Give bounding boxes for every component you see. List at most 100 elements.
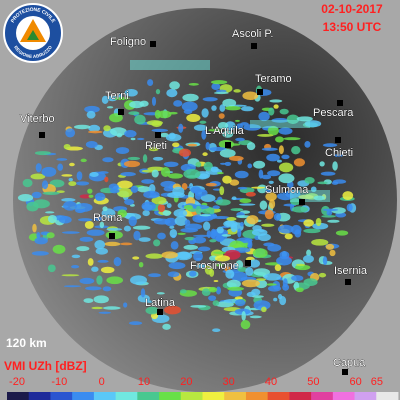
echo — [76, 171, 83, 181]
echo — [102, 286, 112, 292]
echo — [318, 272, 327, 278]
echo — [58, 216, 72, 224]
echo — [56, 190, 65, 194]
echo — [278, 162, 294, 173]
echo — [133, 230, 141, 241]
echo — [80, 158, 87, 163]
echo — [273, 212, 282, 221]
echo — [205, 142, 210, 150]
echo — [240, 320, 251, 330]
city-label: Terni — [105, 90, 129, 102]
echo — [245, 191, 256, 197]
echo — [130, 137, 136, 141]
echo — [168, 132, 176, 140]
city-label: L'Aquila — [205, 125, 245, 137]
echo — [234, 170, 249, 179]
echo — [231, 196, 237, 201]
echo — [157, 232, 166, 240]
legend-swatch — [332, 392, 355, 400]
echo — [34, 237, 48, 245]
echo — [208, 295, 217, 302]
echo — [183, 169, 201, 179]
echo — [61, 198, 76, 202]
echo — [85, 141, 98, 148]
echo — [234, 299, 246, 307]
echo — [98, 171, 109, 174]
echo — [198, 173, 209, 179]
echo — [152, 156, 164, 161]
city-label: Pescara — [313, 107, 354, 119]
legend-swatch — [202, 392, 225, 400]
echo — [103, 125, 111, 132]
echo — [189, 270, 197, 277]
echo — [332, 161, 338, 171]
echo — [202, 152, 208, 156]
echo — [193, 124, 208, 131]
echo — [331, 207, 346, 214]
echo — [303, 228, 321, 234]
echo — [141, 179, 155, 184]
echo — [210, 80, 228, 85]
legend-swatch — [224, 392, 247, 400]
echo — [106, 276, 124, 285]
city-label: Teramo — [255, 73, 292, 85]
echo — [210, 166, 219, 173]
echo — [230, 223, 238, 233]
echo — [291, 206, 309, 213]
echo — [209, 209, 215, 215]
echo — [257, 133, 274, 137]
echo — [47, 264, 56, 273]
echo — [106, 106, 114, 109]
echo — [263, 273, 282, 281]
echo — [45, 211, 55, 214]
legend-tick-label: 60 — [350, 376, 362, 388]
echo — [209, 239, 217, 243]
echo — [183, 244, 199, 250]
legend-swatch — [159, 392, 182, 400]
echo — [201, 130, 207, 140]
echo — [183, 204, 193, 210]
echo — [106, 228, 123, 231]
city-marker — [251, 43, 257, 49]
echo — [94, 240, 106, 250]
echo — [149, 192, 157, 196]
echo — [311, 238, 329, 246]
echo — [46, 232, 55, 239]
echo — [195, 205, 202, 215]
time: 13:50 UTC — [323, 20, 382, 34]
echo — [142, 154, 148, 163]
echo — [61, 274, 80, 277]
echo — [335, 230, 349, 236]
echo — [78, 218, 93, 222]
echo — [235, 137, 245, 142]
echo — [172, 142, 180, 148]
echo — [164, 305, 182, 315]
legend-swatch — [7, 392, 30, 400]
echo — [132, 256, 140, 260]
echo — [264, 209, 274, 220]
echo — [226, 279, 241, 289]
echo — [233, 89, 242, 93]
echo — [137, 186, 151, 193]
legend-swatch — [115, 392, 138, 400]
echo — [325, 243, 335, 250]
echo — [269, 99, 283, 103]
city-marker — [337, 100, 343, 106]
legend-swatch — [137, 392, 160, 400]
echo — [303, 278, 318, 286]
echo — [295, 287, 304, 293]
echo — [346, 203, 353, 212]
echo — [208, 128, 221, 132]
echo — [117, 180, 133, 189]
city-label: Viterbo — [20, 113, 55, 125]
echo — [315, 218, 322, 227]
city-marker — [157, 309, 163, 315]
echo — [157, 110, 172, 119]
echo — [278, 127, 293, 135]
echo — [268, 199, 276, 209]
echo — [216, 226, 224, 234]
echo — [97, 259, 109, 263]
echo — [215, 199, 231, 206]
echo — [173, 209, 188, 218]
echo — [320, 171, 336, 176]
